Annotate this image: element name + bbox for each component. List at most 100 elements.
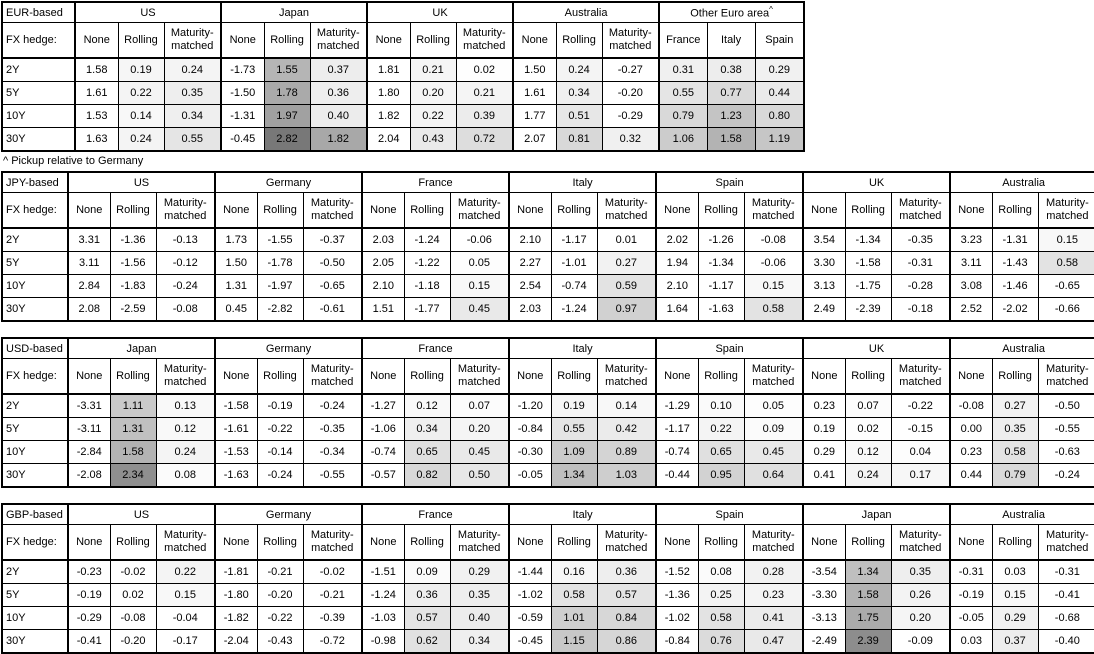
value-cell: 0.22 — [155, 559, 216, 584]
value-cell: 0.02 — [844, 417, 892, 441]
column-header: Maturity-matched — [449, 524, 510, 561]
value-cell: 0.95 — [697, 463, 745, 488]
value-cell: -0.22 — [256, 606, 304, 630]
table-row: 2Y 1.58 0.19 0.24 -1.73 1.55 0.37 1.81 0.21 0.02 1… — [1, 57, 805, 82]
value-cell: -0.41 — [67, 629, 111, 654]
column-header: Rolling — [697, 192, 745, 229]
value-cell: 0.24 — [844, 463, 892, 488]
column-header: Maturity-matched — [302, 524, 363, 561]
value-cell: 1.50 — [512, 57, 557, 82]
value-cell: 0.35 — [163, 81, 222, 105]
value-cell: 1.58 — [74, 57, 119, 82]
column-header: Maturity-matched — [1037, 358, 1094, 395]
value-cell: 0.34 — [163, 104, 222, 128]
value-cell: -1.81 — [214, 559, 258, 584]
value-cell: 1.58 — [706, 127, 756, 152]
usd-based-table: USD-based Japan Germany France Italy Spain UK A… — [1, 337, 1094, 488]
table-row: 30Y 2.08 -2.59 -0.08 0.45 -2.82 -0.61 1.51 -1.77… — [1, 297, 1094, 322]
gbp-based-table-container: GBP-based US Germany France Italy Spain Japan A… — [1, 503, 1094, 654]
value-cell: 0.34 — [403, 417, 451, 441]
row-label: 2Y — [1, 57, 76, 82]
value-cell: 1.97 — [263, 104, 311, 128]
value-cell: 0.07 — [844, 393, 892, 418]
column-header: Rolling — [409, 22, 457, 59]
row-label: 10Y — [1, 440, 69, 464]
country-header: UK — [366, 1, 514, 23]
column-header: Maturity-matched — [309, 22, 368, 59]
value-cell: 0.15 — [1037, 227, 1094, 252]
value-cell: 0.45 — [449, 297, 510, 322]
value-cell: 0.35 — [890, 559, 951, 584]
column-header: Rolling — [117, 22, 165, 59]
value-cell: 1.63 — [74, 127, 119, 152]
value-cell: 0.21 — [409, 57, 457, 82]
value-cell: 1.06 — [658, 127, 708, 152]
value-cell: -0.72 — [302, 629, 363, 654]
value-cell: 0.24 — [155, 440, 216, 464]
column-header: Maturity-matched — [163, 22, 222, 59]
value-cell: 1.58 — [109, 440, 157, 464]
value-cell: 0.15 — [155, 583, 216, 607]
country-header: Italy — [508, 171, 657, 193]
value-cell: 2.03 — [508, 297, 552, 322]
country-header: Japan — [802, 503, 951, 525]
column-header: Italy — [706, 22, 756, 59]
column-header: Maturity-matched — [743, 358, 804, 395]
row-label: 10Y — [1, 104, 76, 128]
value-cell: 0.08 — [697, 559, 745, 584]
value-cell: -1.36 — [655, 583, 699, 607]
country-header: Australia — [949, 503, 1094, 525]
value-cell: 1.64 — [655, 297, 699, 322]
column-header: Maturity-matched — [890, 524, 951, 561]
column-header: Rolling — [555, 22, 603, 59]
table-row: 30Y -2.08 2.34 0.08 -1.63 -0.24 -0.55 -0.57 0.82… — [1, 463, 1094, 488]
value-cell: 1.73 — [214, 227, 258, 252]
value-cell: 2.52 — [949, 297, 993, 322]
value-cell: 1.81 — [366, 57, 411, 82]
value-cell: 0.50 — [449, 463, 510, 488]
row-label: 2Y — [1, 227, 69, 252]
value-cell: 0.45 — [214, 297, 258, 322]
value-cell: -1.20 — [508, 393, 552, 418]
value-cell: -1.18 — [403, 274, 451, 298]
country-header: Australia — [512, 1, 660, 23]
value-cell: 1.82 — [366, 104, 411, 128]
value-cell: 0.64 — [743, 463, 804, 488]
value-cell: 0.35 — [449, 583, 510, 607]
value-cell: 0.89 — [596, 440, 657, 464]
value-cell: -0.22 — [890, 393, 951, 418]
value-cell: -0.17 — [155, 629, 216, 654]
value-cell: -2.39 — [844, 297, 892, 322]
value-cell: -0.05 — [949, 606, 993, 630]
value-cell: 0.37 — [309, 57, 368, 82]
value-cell: 0.27 — [991, 393, 1039, 418]
column-header: Spain — [754, 22, 805, 59]
column-header: Rolling — [109, 358, 157, 395]
value-cell: 0.58 — [697, 606, 745, 630]
value-cell: 0.43 — [409, 127, 457, 152]
value-cell: -0.34 — [302, 440, 363, 464]
fx-hedge-label: FX hedge: — [1, 192, 69, 229]
country-header: Japan — [220, 1, 368, 23]
jpy-based-table: JPY-based US Germany France Italy Spain UK Aust… — [1, 171, 1094, 322]
value-cell: 1.61 — [512, 81, 557, 105]
column-header: Rolling — [844, 192, 892, 229]
value-cell: -1.63 — [697, 297, 745, 322]
value-cell: 1.78 — [263, 81, 311, 105]
row-label: 10Y — [1, 606, 69, 630]
value-cell: -2.59 — [109, 297, 157, 322]
value-cell: -1.17 — [655, 417, 699, 441]
column-header: Maturity-matched — [155, 358, 216, 395]
value-cell: 2.34 — [109, 463, 157, 488]
value-cell: -0.21 — [302, 583, 363, 607]
value-cell: -3.30 — [802, 583, 846, 607]
row-label: 30Y — [1, 297, 69, 322]
column-header: None — [655, 358, 699, 395]
value-cell: -0.31 — [890, 251, 951, 275]
value-cell: -0.44 — [655, 463, 699, 488]
value-cell: 0.09 — [743, 417, 804, 441]
value-cell: -1.24 — [403, 227, 451, 252]
value-cell: -1.17 — [697, 274, 745, 298]
value-cell: 0.38 — [706, 57, 756, 82]
value-cell: 1.61 — [74, 81, 119, 105]
